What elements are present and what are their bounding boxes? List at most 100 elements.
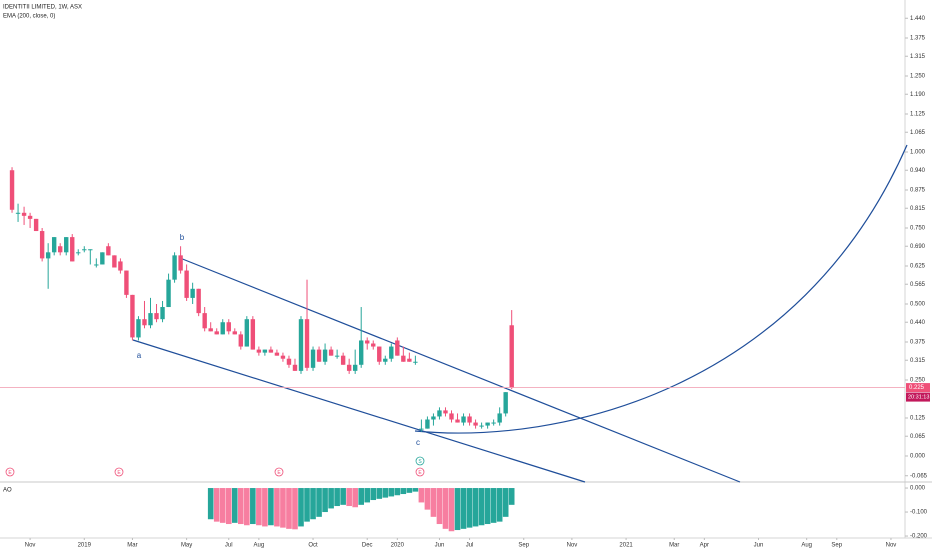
candle-body xyxy=(371,343,376,347)
ao-bar xyxy=(490,488,497,523)
candle-body xyxy=(359,340,364,365)
event-label: E xyxy=(277,470,281,476)
candle-body xyxy=(497,413,502,423)
x-tick-label: Mar xyxy=(127,543,137,549)
y-tick-label: 1.065 xyxy=(910,130,926,136)
event-label: S xyxy=(418,459,422,465)
candle-body xyxy=(346,364,352,371)
trend-line xyxy=(132,339,586,483)
candle-body xyxy=(365,340,370,344)
candle-body xyxy=(479,425,484,427)
x-tick-label: Sep xyxy=(831,543,842,549)
candle-body xyxy=(340,355,346,365)
ao-bar xyxy=(394,488,401,496)
candle-body xyxy=(473,422,478,426)
candle-body xyxy=(401,355,406,362)
ao-bar xyxy=(466,488,473,528)
ao-bar xyxy=(280,488,286,528)
countdown-label: 20:31:13 xyxy=(908,395,929,401)
candle-body xyxy=(377,346,382,362)
event-marker xyxy=(114,467,124,477)
candle-body xyxy=(27,215,33,219)
candle-body xyxy=(334,355,340,357)
candle-body xyxy=(395,340,400,356)
x-tick-label: Nov xyxy=(886,543,897,549)
x-tick-label: Apr xyxy=(700,543,709,549)
candle-body xyxy=(82,249,87,251)
ao-bar xyxy=(370,488,377,501)
ao-bar xyxy=(454,488,461,531)
candle-body xyxy=(166,279,171,308)
candle-body xyxy=(310,349,316,368)
candle-body xyxy=(256,349,262,353)
candle-body xyxy=(9,170,15,210)
candle-body xyxy=(389,346,394,359)
candle-body xyxy=(220,322,225,335)
ao-bar xyxy=(231,488,238,523)
ao-y-tick-label: -0.100 xyxy=(910,510,928,516)
candle-body xyxy=(467,416,472,423)
candle-body xyxy=(449,413,454,420)
candle-body xyxy=(112,255,117,268)
candle-body xyxy=(178,255,183,271)
y-tick-label: 1.440 xyxy=(910,16,926,22)
candle-body xyxy=(142,319,147,326)
y-tick-label: 1.125 xyxy=(910,112,926,118)
y-tick-label: 0.940 xyxy=(910,168,926,174)
x-tick-label: Nov xyxy=(567,543,578,549)
ao-bar xyxy=(478,488,485,526)
countdown-tag xyxy=(906,392,930,402)
y-tick-label: 0.565 xyxy=(910,282,926,288)
ao-bar xyxy=(382,488,389,498)
candle-body xyxy=(322,349,328,362)
ao-bar xyxy=(292,488,298,530)
candle-body xyxy=(94,264,99,266)
candle-body xyxy=(250,319,256,350)
y-tick-label: 0.440 xyxy=(910,320,926,326)
candle-body xyxy=(202,313,207,329)
ao-bar xyxy=(472,488,479,527)
candle-body xyxy=(419,428,424,430)
candle-body xyxy=(274,352,280,356)
candle-body xyxy=(39,231,45,259)
candle-body xyxy=(328,349,334,356)
ao-bar xyxy=(484,488,491,525)
candle-body xyxy=(130,294,135,338)
ao-bar xyxy=(238,488,244,525)
y-tick-label: 1.000 xyxy=(910,150,926,156)
indicator-label: EMA (200, close, 0) xyxy=(3,14,55,20)
candle-body xyxy=(238,334,243,347)
candle-body xyxy=(45,252,51,259)
ao-y-tick-label: -0.200 xyxy=(910,534,928,540)
price-tag-label: 0.225 xyxy=(909,385,925,391)
ao-bar xyxy=(364,488,371,503)
arc xyxy=(414,144,908,434)
x-tick-label: May xyxy=(181,543,192,549)
candle-body xyxy=(268,349,274,353)
ao-bar xyxy=(376,488,383,499)
candle-body xyxy=(491,422,496,424)
symbol-title: IDENTITII LIMITED, 1W, ASX xyxy=(3,5,82,11)
ao-bar xyxy=(496,488,503,522)
ao-bar xyxy=(274,488,280,527)
candle-body xyxy=(88,249,93,251)
event-marker xyxy=(5,467,15,477)
candles xyxy=(9,167,514,432)
ao-bar xyxy=(250,488,256,525)
ao-bar xyxy=(502,488,509,517)
candle-body xyxy=(383,358,388,362)
ao-bar xyxy=(207,488,214,520)
ao-bar xyxy=(400,488,407,495)
ao-bar xyxy=(352,488,358,508)
candle-body xyxy=(118,261,123,271)
candle-body xyxy=(33,218,39,232)
y-tick-label: 0.375 xyxy=(910,340,926,346)
candle-body xyxy=(262,349,268,353)
wave-label: c xyxy=(416,438,420,447)
candle-body xyxy=(298,319,304,371)
candle-body xyxy=(190,288,195,298)
candle-body xyxy=(443,410,448,414)
candle-body xyxy=(160,307,165,320)
